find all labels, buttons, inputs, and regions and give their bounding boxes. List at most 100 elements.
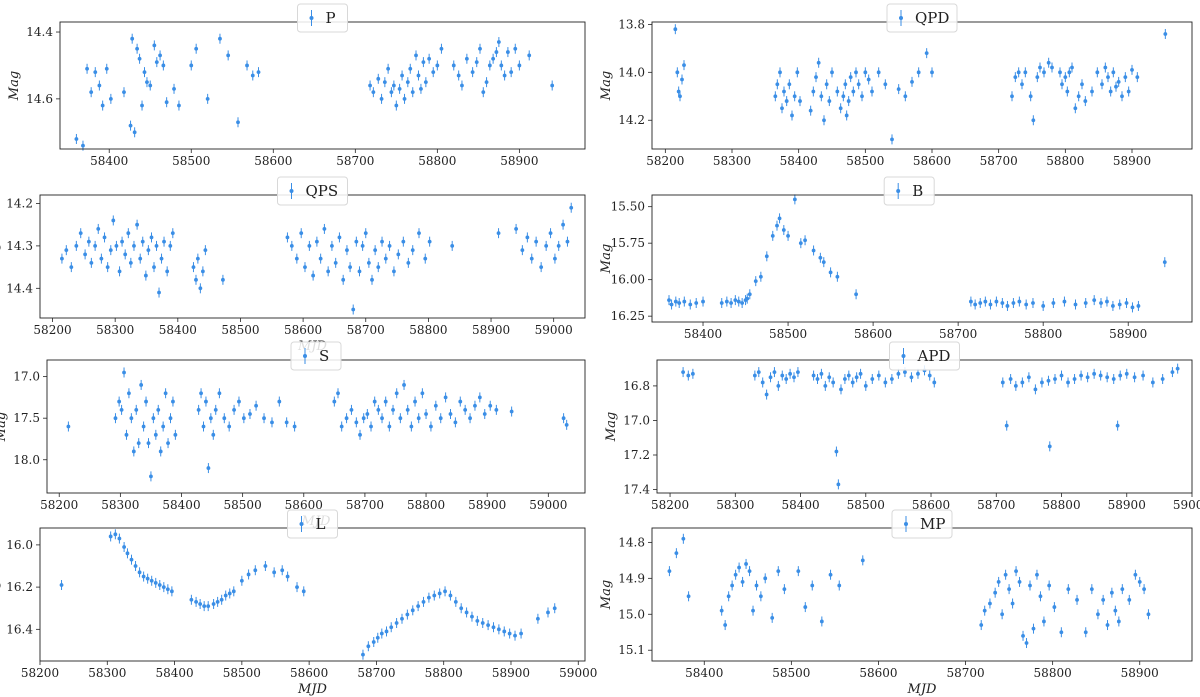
data-point (140, 239, 145, 244)
data-point (1136, 304, 1141, 308)
data-point (144, 399, 148, 404)
legend-box (287, 509, 338, 539)
data-point (729, 301, 733, 305)
data-point (361, 416, 366, 421)
data-point (292, 424, 297, 429)
data-point (824, 82, 829, 87)
data-point (301, 589, 306, 594)
data-point (751, 608, 755, 613)
data-point (760, 380, 765, 385)
x-tick-label: 58900 (468, 498, 506, 512)
data-point (416, 604, 421, 609)
data-point (678, 94, 682, 99)
y-tick-label: 13.8 (618, 17, 645, 31)
data-point (396, 252, 401, 257)
data-point (815, 377, 820, 381)
y-tick-label: 16.2 (6, 580, 33, 594)
data-point (876, 373, 881, 378)
data-point (256, 70, 261, 75)
legend: B (883, 176, 935, 206)
data-point (1111, 70, 1116, 75)
data-point (1000, 380, 1005, 385)
data-point (358, 432, 362, 437)
data-point (835, 274, 840, 279)
data-point (427, 239, 432, 244)
data-point (413, 399, 417, 404)
data-point (189, 63, 194, 68)
data-point (139, 383, 144, 387)
data-point (206, 466, 211, 470)
data-point (764, 254, 769, 259)
data-point (996, 580, 1001, 584)
data-point (1092, 371, 1097, 376)
data-point (366, 260, 371, 265)
data-point (550, 83, 555, 88)
data-point (96, 227, 101, 231)
data-point (326, 269, 331, 274)
data-point (509, 409, 514, 414)
data-point (544, 243, 549, 248)
data-point (330, 243, 334, 248)
axes-frame (651, 194, 1193, 323)
data-point (376, 265, 381, 270)
data-point (837, 583, 842, 588)
data-point (686, 594, 691, 599)
data-point (924, 51, 929, 56)
legend-marker (309, 16, 314, 20)
x-tick-label: 59000 (1173, 498, 1200, 512)
data-point (416, 73, 421, 78)
data-point (414, 53, 418, 58)
data-point (843, 82, 848, 87)
data-point (458, 399, 463, 404)
data-point (120, 239, 124, 244)
data-point (152, 43, 157, 48)
data-point (1046, 378, 1051, 383)
y-axis-label: Mag (599, 580, 614, 610)
data-point (189, 597, 194, 602)
data-point (846, 373, 851, 378)
x-tick-label: 58900 (500, 154, 538, 168)
x-tick-label: 58400 (162, 498, 200, 512)
data-point (556, 243, 561, 248)
data-point (400, 616, 404, 621)
data-point (737, 565, 741, 570)
data-point (1035, 75, 1040, 80)
data-point (854, 292, 858, 297)
data-point (198, 286, 203, 291)
data-point (1113, 608, 1118, 613)
data-point (78, 231, 83, 236)
data-point (130, 36, 135, 41)
data-point (1026, 375, 1031, 380)
data-point (860, 558, 865, 563)
legend-label: S (319, 347, 329, 365)
data-point (357, 269, 362, 274)
y-tick-label: 15.75 (611, 236, 645, 250)
data-point (883, 82, 888, 87)
x-tick-label: 58700 (977, 498, 1015, 512)
legend-box (886, 3, 958, 33)
data-point (753, 279, 758, 284)
x-tick-label: 58400 (155, 666, 193, 680)
x-tick-label: 58800 (1046, 154, 1084, 168)
data-point (470, 614, 474, 619)
data-point (85, 66, 89, 71)
data-point (773, 94, 778, 99)
data-point (219, 597, 224, 602)
data-point (387, 424, 392, 429)
y-tick-label: 14.2 (6, 196, 33, 210)
data-point (453, 599, 458, 604)
data-point (680, 77, 684, 82)
data-point (496, 627, 501, 632)
data-point (198, 602, 203, 606)
axes-frame (59, 21, 586, 150)
data-point (808, 108, 813, 113)
data-point (307, 243, 312, 248)
data-point (153, 580, 158, 585)
data-point (93, 70, 98, 75)
data-point (682, 299, 687, 304)
data-point (1053, 377, 1057, 381)
data-point (205, 96, 210, 101)
data-point (564, 422, 569, 427)
x-tick-label: 58400 (685, 666, 723, 680)
x-tick-label: 58600 (859, 666, 897, 680)
